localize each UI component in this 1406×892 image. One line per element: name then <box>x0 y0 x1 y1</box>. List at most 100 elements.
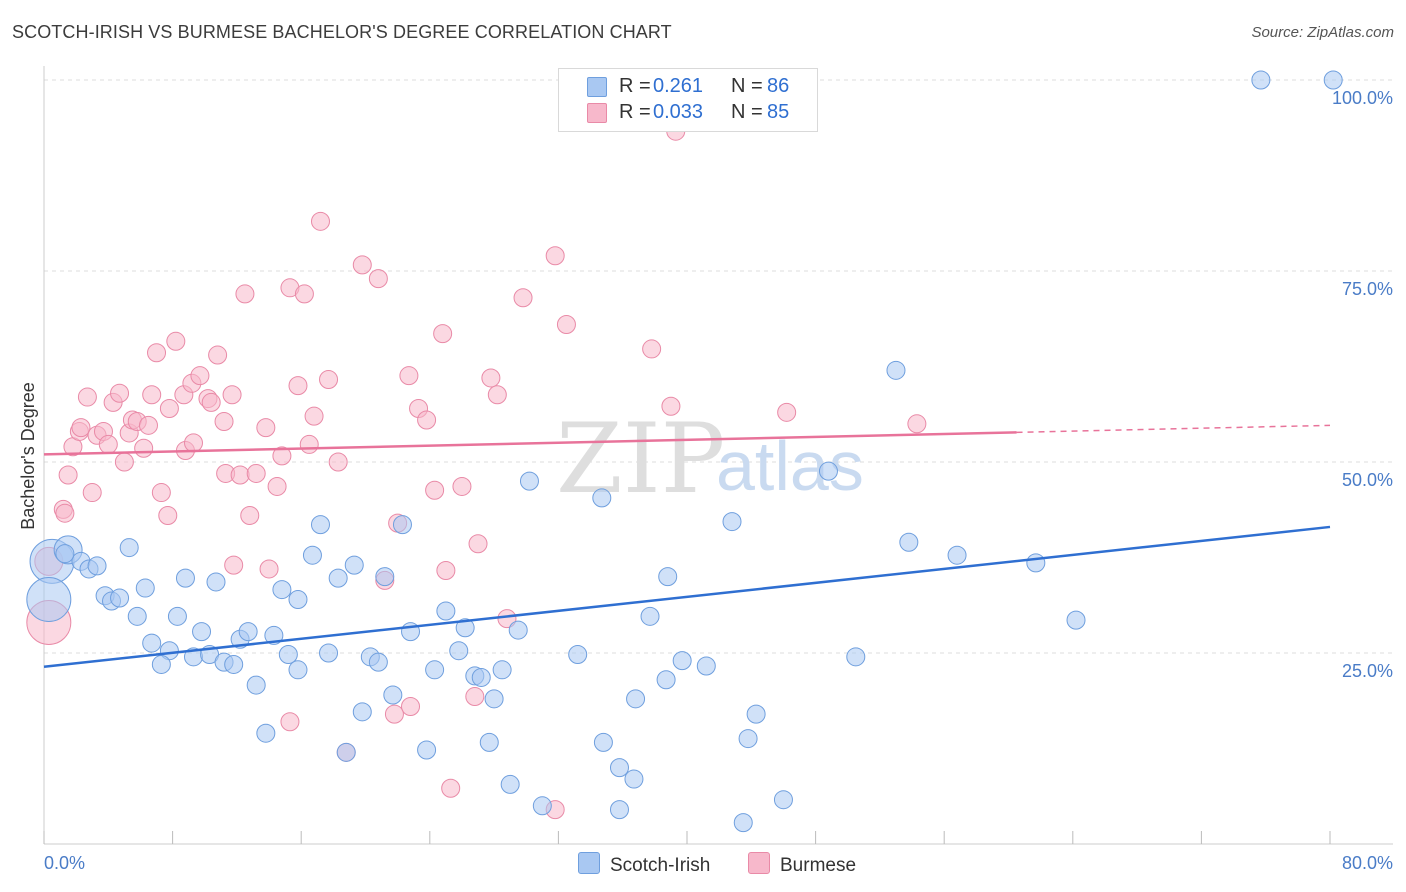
scotch-irish-point <box>449 641 469 661</box>
scotch-irish-point <box>425 660 445 680</box>
scotch-irish-point <box>87 556 107 576</box>
legend-n-value: 85 <box>767 101 790 123</box>
scotch-irish-point <box>746 704 766 724</box>
tick-labels: 0.0% 80.0% Bachelor's Degree 25.0% 50.0% 7… <box>18 88 1393 873</box>
scotch-irish-point <box>1026 553 1046 573</box>
burmese-point <box>166 331 186 351</box>
burmese-point <box>222 385 242 405</box>
burmese-point <box>142 385 162 405</box>
scotch-irish-point <box>26 577 72 623</box>
burmese-point <box>304 406 324 426</box>
burmese-point <box>138 415 158 435</box>
legend-r-value: 0.033 <box>653 101 704 123</box>
scotch-irish-point <box>288 660 308 680</box>
legend-swatch-burmese <box>587 103 607 123</box>
scotch-irish-point <box>492 660 512 680</box>
scotch-irish-point <box>206 572 226 592</box>
burmese-point <box>158 505 178 525</box>
scotch-irish-point <box>224 654 244 674</box>
scotch-irish-point <box>658 567 678 587</box>
burmese-point <box>425 480 445 500</box>
scotch-irish-point <box>479 732 499 752</box>
scotch-irish-point <box>672 651 692 671</box>
burmese-point <box>319 369 339 389</box>
legend-swatch-scotch-irish <box>587 77 607 97</box>
burmese-point <box>159 399 179 419</box>
y-tick-label: 25.0% <box>1342 661 1393 681</box>
scotch-irish-point <box>609 758 629 778</box>
burmese-point <box>468 534 488 554</box>
bottom-legend-swatch-burmese <box>748 852 770 874</box>
trend-lines <box>43 424 1331 668</box>
scotch-irish-point <box>455 618 475 638</box>
scotch-irish-point <box>175 568 195 588</box>
scotch-irish-point <box>383 685 403 705</box>
burmese-point <box>55 503 75 523</box>
burmese-point <box>487 385 507 405</box>
scotch-irish-point <box>167 606 187 626</box>
scotch-irish-point <box>246 675 266 695</box>
y-tick-label: 50.0% <box>1342 470 1393 490</box>
burmese-point <box>556 314 576 334</box>
burmese-point <box>401 696 421 716</box>
scotch-irish-point <box>508 620 528 640</box>
scotch-irish-point <box>110 588 130 608</box>
legend-r-value: 0.261 <box>653 75 704 97</box>
scotch-irish-point <box>272 580 292 600</box>
burmese-point <box>481 368 501 388</box>
legend-n-label: N = <box>731 101 763 123</box>
scotch-irish-point <box>336 742 356 762</box>
scotch-irish-point <box>1066 610 1086 630</box>
scotch-irish-point <box>722 512 742 532</box>
scotch-irish-point <box>368 652 388 672</box>
scotch-irish-point <box>656 670 676 690</box>
scotch-irish-point <box>500 774 520 794</box>
scotch-irish-point <box>127 606 147 626</box>
y-axis-label: Bachelor's Degree <box>18 382 38 530</box>
bottom-legend-burmese: Burmese <box>748 852 856 877</box>
scotch-irish-point <box>947 545 967 565</box>
burmese-point <box>208 345 228 365</box>
bottom-legend-label-scotch-irish: Scotch-Irish <box>610 855 711 876</box>
bottom-legend-scotch-irish: Scotch-Irish <box>578 852 710 877</box>
burmese-point <box>417 410 437 430</box>
burmese-point <box>907 414 927 434</box>
scotch-irish-point <box>886 360 906 380</box>
burmese-point <box>384 704 404 724</box>
burmese-point <box>82 483 102 503</box>
burmese-point <box>235 284 255 304</box>
scotch-irish-point <box>302 545 322 565</box>
burmese-point <box>441 778 461 798</box>
stats-legend: R = 0.261 N = 86 R = 0.033 N = 85 <box>558 68 818 132</box>
burmese-point <box>288 376 308 396</box>
scotch-irish-point <box>436 601 456 621</box>
scotch-irish-point <box>846 647 866 667</box>
source-credit: Source: ZipAtlas.com <box>1251 24 1394 41</box>
burmese-point <box>230 465 250 485</box>
burmese-point <box>368 269 388 289</box>
scotch-irish-point <box>310 515 330 535</box>
watermark: ZIP atlas <box>556 403 864 515</box>
chart-title: SCOTCH-IRISH VS BURMESE BACHELOR'S DEGRE… <box>12 22 672 42</box>
scotch-irish-point <box>319 643 339 663</box>
burmese-trend-extension <box>1016 424 1331 434</box>
burmese-point <box>58 465 78 485</box>
burmese-point <box>77 387 97 407</box>
scotch-irish-point <box>1323 70 1343 90</box>
burmese-point <box>399 366 419 386</box>
burmese-point <box>134 438 154 458</box>
x-tick-label-min: 0.0% <box>44 853 85 873</box>
scotch-irish-point <box>626 689 646 709</box>
burmese-point <box>272 446 292 466</box>
scotch-irish-point <box>592 488 612 508</box>
bottom-legend-swatch-scotch-irish <box>578 852 600 874</box>
scotch-irish-point <box>640 606 660 626</box>
scotch-irish-point <box>238 622 258 642</box>
burmese-trend-line <box>43 431 1017 456</box>
bottom-legend-label-burmese: Burmese <box>780 855 857 876</box>
watermark-atlas: atlas <box>716 427 864 505</box>
burmese-point <box>310 211 330 231</box>
burmese-point <box>436 560 456 580</box>
scotch-irish-point <box>278 645 298 665</box>
burmese-points <box>26 121 927 820</box>
